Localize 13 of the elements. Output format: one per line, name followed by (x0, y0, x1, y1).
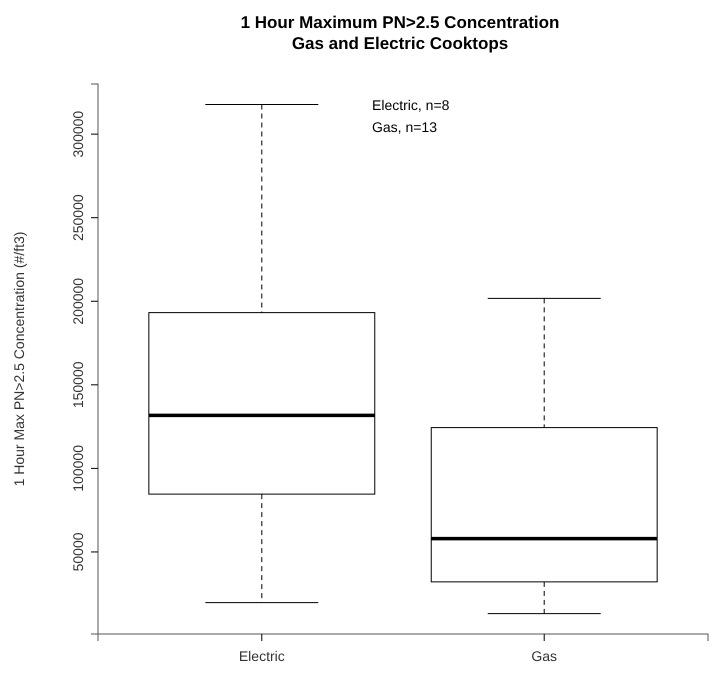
x-tick-label: Gas (531, 648, 558, 664)
y-tick-label: 250000 (70, 194, 86, 242)
y-tick-label: 100000 (70, 444, 86, 492)
x-tick-label: Electric (238, 648, 285, 664)
y-tick-label: 150000 (70, 361, 86, 408)
chart-subtitle: Gas and Electric Cooktops (292, 34, 508, 53)
y-tick-label: 300000 (70, 110, 86, 158)
chart-title: 1 Hour Maximum PN>2.5 Concentration (240, 13, 560, 32)
annotation: Electric, n=8 (372, 97, 450, 113)
annotation: Gas, n=13 (372, 119, 438, 135)
y-tick-label: 200000 (70, 278, 86, 325)
y-axis-title: 1 Hour Max PN>2.5 Concentration (#/ft3) (11, 232, 27, 486)
y-tick-label: 50000 (70, 532, 86, 572)
